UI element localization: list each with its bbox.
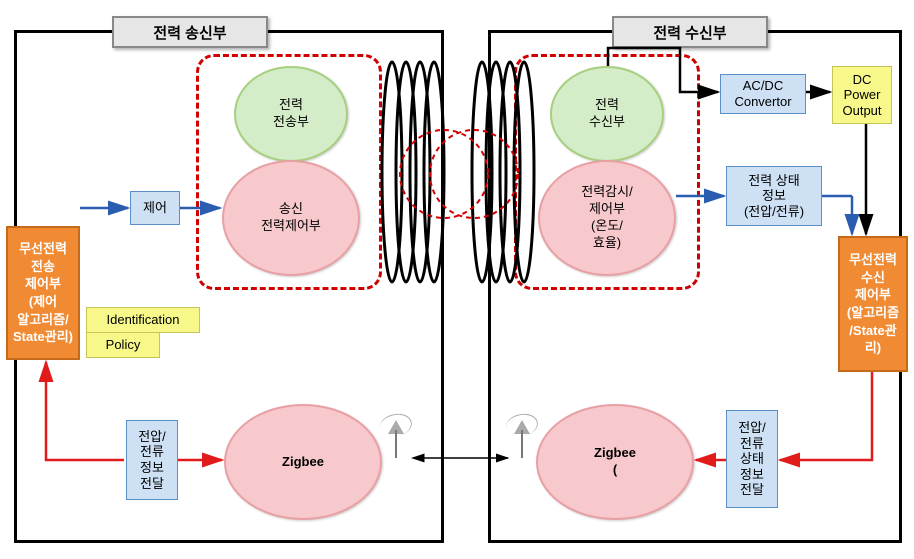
rx-power-label: 전력 수신부	[589, 97, 625, 131]
dc-out-label: DC Power Output	[842, 72, 881, 119]
acdc-label: AC/DC Convertor	[734, 78, 791, 109]
left-zigbee: Zigbee	[224, 404, 382, 520]
tx-ctrl-label: 송신 전력제어부	[261, 201, 321, 235]
status-box: 전력 상태 정보 (전압/전류)	[726, 166, 822, 226]
left-orange-ctrl-label: 무선전력 전송 제어부 (제어 알고리즘/ State관리)	[13, 240, 73, 345]
right-antenna-icon	[510, 420, 534, 460]
status-label: 전력 상태 정보 (전압/전류)	[744, 173, 804, 220]
identification-box: Identification	[86, 307, 200, 333]
rx-mon-ellipse: 전력감시/ 제어부 (온도/ 효율)	[538, 160, 676, 276]
right-header: 전력 수신부	[612, 16, 768, 48]
tx-power-label: 전력 전송부	[273, 97, 309, 131]
identification-label: Identification	[107, 312, 180, 328]
left-orange-ctrl: 무선전력 전송 제어부 (제어 알고리즘/ State관리)	[6, 226, 80, 360]
policy-label: Policy	[106, 337, 141, 353]
rx-mon-label: 전력감시/ 제어부 (온도/ 효율)	[581, 184, 632, 252]
control-box: 제어	[130, 191, 180, 225]
acdc-box: AC/DC Convertor	[720, 74, 806, 114]
tx-ctrl-ellipse: 송신 전력제어부	[222, 160, 360, 276]
policy-box: Policy	[86, 332, 160, 358]
control-box-label: 제어	[143, 200, 167, 216]
rx-power-ellipse: 전력 수신부	[550, 66, 664, 162]
right-vi-info: 전압/ 전류 상태 정보 전달	[726, 410, 778, 508]
left-header: 전력 송신부	[112, 16, 268, 48]
dc-out-box: DC Power Output	[832, 66, 892, 124]
left-antenna-icon	[384, 420, 408, 460]
right-orange-ctrl-label: 무선전력 수신 제어부 (알고리즘 /State관 리)	[847, 251, 899, 356]
right-header-label: 전력 수신부	[653, 22, 726, 43]
left-vi-info-label: 전압/ 전류 정보 전달	[138, 429, 166, 491]
right-orange-ctrl: 무선전력 수신 제어부 (알고리즘 /State관 리)	[838, 236, 908, 372]
tx-power-ellipse: 전력 전송부	[234, 66, 348, 162]
left-vi-info: 전압/ 전류 정보 전달	[126, 420, 178, 500]
right-vi-info-label: 전압/ 전류 상태 정보 전달	[738, 420, 766, 498]
left-header-label: 전력 송신부	[153, 22, 226, 43]
right-zigbee: Zigbee (	[536, 404, 694, 520]
right-zigbee-label: Zigbee (	[594, 445, 636, 479]
left-zigbee-label: Zigbee	[282, 454, 324, 471]
